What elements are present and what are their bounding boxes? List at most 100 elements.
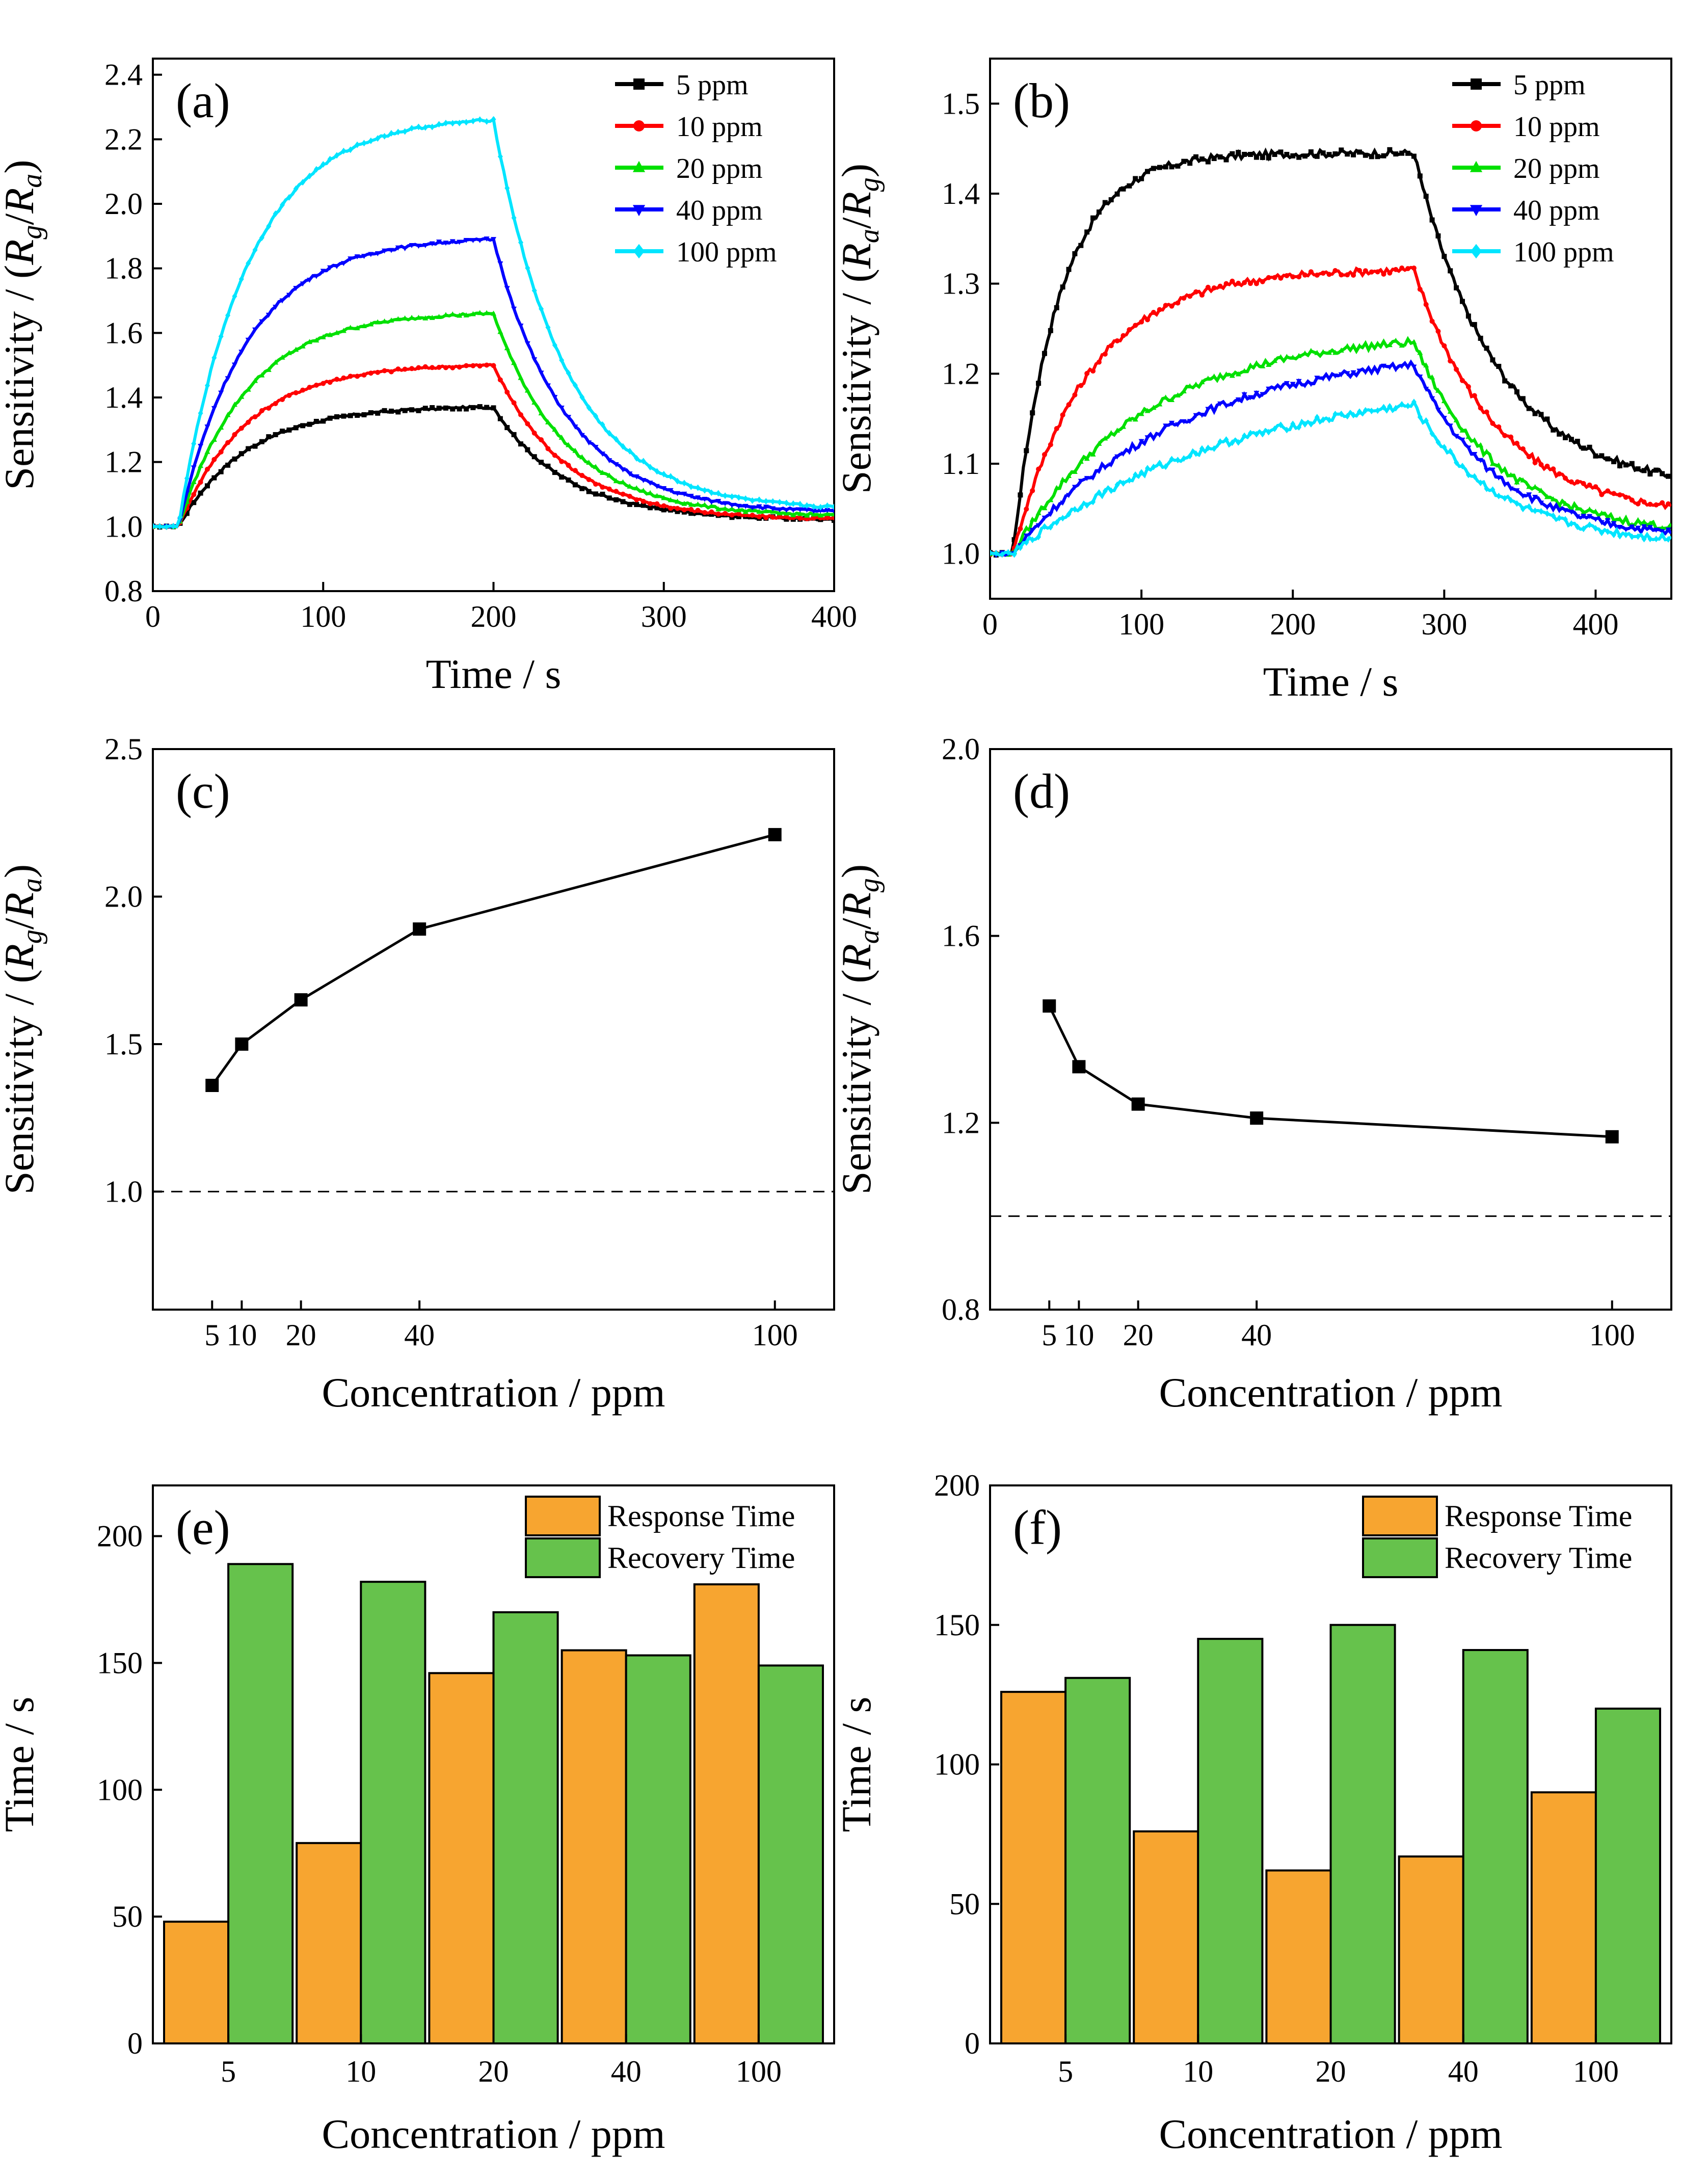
data-point — [1641, 536, 1647, 543]
data-point — [1538, 508, 1544, 515]
data-point — [1096, 489, 1102, 496]
data-point — [1042, 515, 1048, 521]
data-point — [1399, 265, 1405, 271]
data-point — [1490, 420, 1496, 426]
data-point — [1151, 166, 1156, 171]
y-axis-title: Sensitivity / (Rg/Ra) — [0, 864, 48, 1194]
data-point — [1599, 529, 1605, 537]
data-point — [361, 140, 367, 147]
data-point — [627, 447, 632, 455]
legend-label: 20 ppm — [1513, 153, 1600, 184]
data-point — [1363, 407, 1368, 414]
data-point — [477, 404, 483, 410]
data-point — [1465, 384, 1471, 389]
data-point — [340, 328, 346, 333]
data-point — [1375, 154, 1380, 159]
data-point — [1442, 444, 1447, 451]
y-tick-label: 1.1 — [942, 447, 980, 481]
data-point — [1623, 531, 1629, 539]
data-point — [1048, 442, 1053, 447]
data-point — [450, 120, 456, 127]
data-point — [681, 500, 687, 506]
data-point — [491, 237, 496, 243]
data-point — [1581, 481, 1586, 486]
y-tick-label: 1.8 — [104, 252, 143, 285]
data-point — [1048, 524, 1053, 531]
data-point — [566, 463, 571, 468]
data-point — [661, 495, 667, 500]
x-tick-label: 10 — [345, 2055, 376, 2088]
data-point — [1284, 354, 1290, 359]
data-point — [464, 406, 469, 412]
legend-marker — [1471, 244, 1482, 259]
data-point — [1666, 536, 1671, 543]
data-point — [1380, 338, 1386, 344]
data-point — [768, 828, 782, 841]
legend-marker — [632, 205, 646, 217]
data-point — [1351, 152, 1356, 157]
data-point — [1084, 476, 1090, 482]
data-point — [436, 240, 442, 245]
data-point — [1127, 183, 1132, 189]
data-point — [1453, 417, 1459, 422]
y-axis-title-paren: ) — [0, 864, 42, 878]
data-point — [382, 408, 387, 413]
data-point — [348, 413, 353, 418]
data-point — [1563, 435, 1568, 440]
data-point — [1574, 514, 1581, 520]
data-point — [1448, 447, 1453, 455]
data-point — [368, 410, 373, 416]
data-point — [402, 128, 408, 135]
data-point — [1611, 459, 1617, 465]
bar — [227, 1563, 294, 2044]
data-point — [1133, 323, 1138, 328]
data-point — [313, 166, 319, 173]
data-point — [1508, 472, 1514, 477]
data-point — [1308, 269, 1314, 275]
data-point — [1326, 152, 1332, 157]
data-point — [355, 412, 360, 418]
data-point — [566, 477, 571, 483]
data-point — [1035, 523, 1042, 528]
data-point — [1108, 462, 1114, 468]
data-point — [1048, 328, 1053, 333]
x-tick-label: 100 — [1118, 607, 1164, 641]
data-point — [1029, 528, 1035, 534]
data-point — [539, 305, 544, 312]
data-point — [1454, 366, 1459, 372]
data-point — [797, 500, 803, 508]
data-point — [313, 274, 319, 279]
data-point — [1441, 416, 1447, 421]
data-point — [232, 292, 237, 300]
data-point — [1290, 153, 1296, 158]
data-point — [1127, 476, 1132, 484]
data-point — [449, 239, 456, 245]
data-point — [702, 496, 708, 502]
data-point — [688, 493, 694, 499]
data-point — [1120, 186, 1126, 192]
data-point — [1411, 364, 1417, 370]
data-point — [477, 363, 483, 369]
data-point — [1151, 463, 1156, 470]
data-point — [1635, 517, 1641, 522]
data-point — [1054, 305, 1059, 310]
data-point — [634, 497, 639, 502]
panel-label: (e) — [176, 1500, 230, 1555]
data-point — [259, 439, 264, 444]
data-point — [572, 447, 578, 453]
data-point — [1472, 393, 1477, 398]
data-point — [450, 365, 456, 370]
y-axis-title-slash: / — [0, 214, 42, 225]
data-point — [1242, 151, 1247, 157]
data-point — [633, 485, 639, 491]
data-point — [511, 306, 517, 312]
data-point — [1459, 378, 1465, 383]
data-point — [1320, 150, 1326, 156]
data-point — [1072, 469, 1078, 474]
data-point — [1229, 373, 1235, 378]
data-point — [395, 245, 401, 251]
data-point — [1338, 347, 1344, 353]
data-point — [715, 499, 722, 504]
data-point — [1030, 488, 1035, 493]
data-point — [1284, 273, 1290, 278]
